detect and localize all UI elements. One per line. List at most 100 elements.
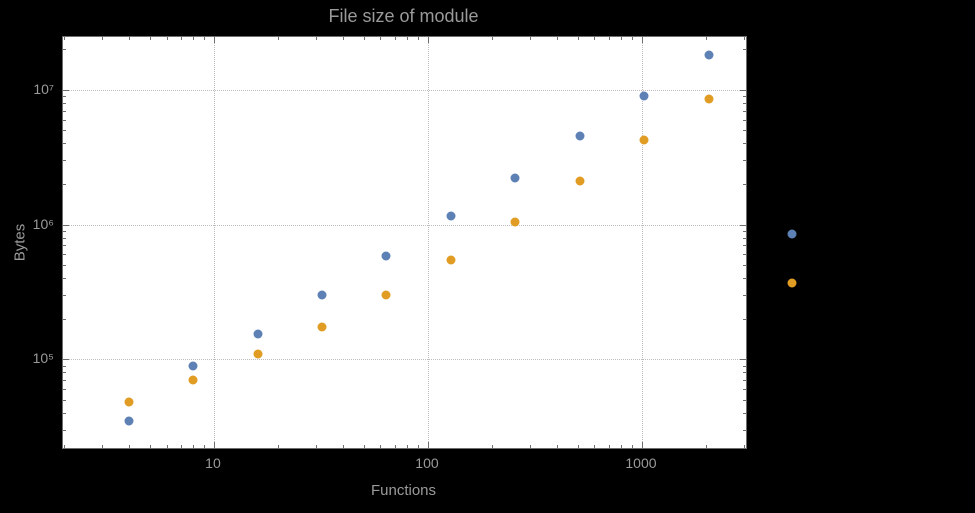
tick-mark-top (278, 37, 280, 40)
tick-mark-right (743, 143, 746, 145)
tick-mark-right (743, 399, 746, 401)
tick-mark-bottom (594, 445, 596, 448)
y-axis-label: Bytes (11, 223, 29, 262)
data-point-series-1-blue (317, 290, 327, 300)
tick-mark-left (63, 380, 66, 382)
tick-mark-top (149, 37, 151, 40)
tick-mark-top (632, 37, 634, 40)
tick-mark-bottom (641, 442, 643, 448)
data-point-series-2-orange (787, 278, 797, 288)
gridline-vertical (641, 37, 643, 448)
tick-mark-top (706, 37, 708, 40)
data-point-series-1-blue (188, 361, 198, 370)
tick-mark-left (63, 224, 69, 226)
data-point-series-1-blue (510, 173, 520, 183)
data-point-series-2-orange (639, 135, 649, 145)
tick-mark-top (577, 37, 579, 40)
data-point-series-2-orange (575, 176, 585, 186)
y-tick-label: 10⁵ (32, 350, 54, 367)
tick-mark-bottom (577, 445, 579, 448)
tick-mark-top (641, 37, 643, 43)
tick-mark-right (743, 160, 746, 162)
data-point-series-1-blue (787, 229, 797, 239)
tick-mark-bottom (380, 445, 382, 448)
tick-mark-left (63, 95, 66, 97)
data-point-series-2-orange (124, 397, 134, 407)
tick-mark-left (63, 102, 66, 104)
tick-mark-top (102, 37, 104, 40)
tick-mark-left (63, 389, 66, 391)
x-tick-label: 10 (205, 455, 221, 471)
tick-mark-right (743, 380, 746, 382)
tick-mark-top (621, 37, 623, 40)
gridline-vertical (427, 37, 429, 448)
tick-mark-bottom (394, 445, 396, 448)
tick-mark-top (594, 37, 596, 40)
tick-mark-right (743, 119, 746, 121)
tick-mark-left (63, 49, 66, 51)
tick-mark-left (63, 237, 66, 239)
tick-mark-top (128, 37, 130, 40)
data-point-series-1-blue (639, 91, 649, 101)
tick-mark-bottom (621, 445, 623, 448)
data-point-series-1-blue (253, 329, 263, 339)
data-point-series-1-blue (575, 131, 585, 141)
tick-mark-right (743, 254, 746, 256)
tick-mark-right (740, 359, 746, 361)
tick-mark-left (63, 230, 66, 232)
tick-mark-top (380, 37, 382, 40)
tick-mark-top (213, 37, 215, 43)
x-tick-label: 100 (415, 455, 439, 471)
tick-mark-top (193, 37, 195, 40)
tick-mark-top (394, 37, 396, 40)
tick-mark-bottom (530, 445, 532, 448)
y-tick-label: 10⁶ (32, 215, 54, 232)
data-point-series-1-blue (704, 50, 714, 60)
tick-mark-right (740, 89, 746, 91)
tick-mark-bottom (193, 445, 195, 448)
tick-mark-right (743, 237, 746, 239)
tick-mark-right (743, 230, 746, 232)
tick-mark-bottom (128, 445, 130, 448)
tick-mark-right (743, 245, 746, 247)
tick-mark-right (743, 265, 746, 267)
gridline-vertical (213, 37, 215, 448)
tick-mark-bottom (316, 445, 318, 448)
tick-mark-right (743, 295, 746, 297)
tick-mark-bottom (608, 445, 610, 448)
tick-mark-bottom (407, 445, 409, 448)
tick-mark-bottom (632, 445, 634, 448)
tick-mark-left (63, 160, 66, 162)
tick-mark-top (418, 37, 420, 40)
tick-mark-left (63, 89, 69, 91)
tick-mark-bottom (102, 445, 104, 448)
tick-mark-top (316, 37, 318, 40)
tick-mark-top (363, 37, 365, 40)
data-point-series-1-blue (381, 251, 391, 261)
tick-mark-left (63, 254, 66, 256)
tick-mark-top (427, 37, 429, 43)
data-point-series-2-orange (510, 217, 520, 227)
tick-mark-bottom (278, 445, 280, 448)
tick-mark-bottom (213, 442, 215, 448)
tick-mark-left (63, 265, 66, 267)
plot-area (62, 36, 797, 449)
tick-mark-left (63, 110, 66, 112)
tick-mark-top (64, 37, 66, 40)
tick-mark-top (608, 37, 610, 40)
tick-mark-left (63, 399, 66, 401)
tick-mark-left (63, 318, 66, 320)
tick-mark-left (63, 130, 66, 132)
tick-mark-right (743, 110, 746, 112)
data-point-series-2-orange (446, 255, 456, 265)
tick-mark-left (63, 359, 69, 361)
gridline-horizontal (63, 224, 746, 226)
tick-mark-left (63, 119, 66, 121)
tick-mark-top (530, 37, 532, 40)
tick-mark-bottom (418, 445, 420, 448)
tick-mark-bottom (427, 442, 429, 448)
tick-mark-bottom (149, 445, 151, 448)
x-axis-label: Functions (370, 482, 437, 499)
tick-mark-left (63, 412, 66, 414)
